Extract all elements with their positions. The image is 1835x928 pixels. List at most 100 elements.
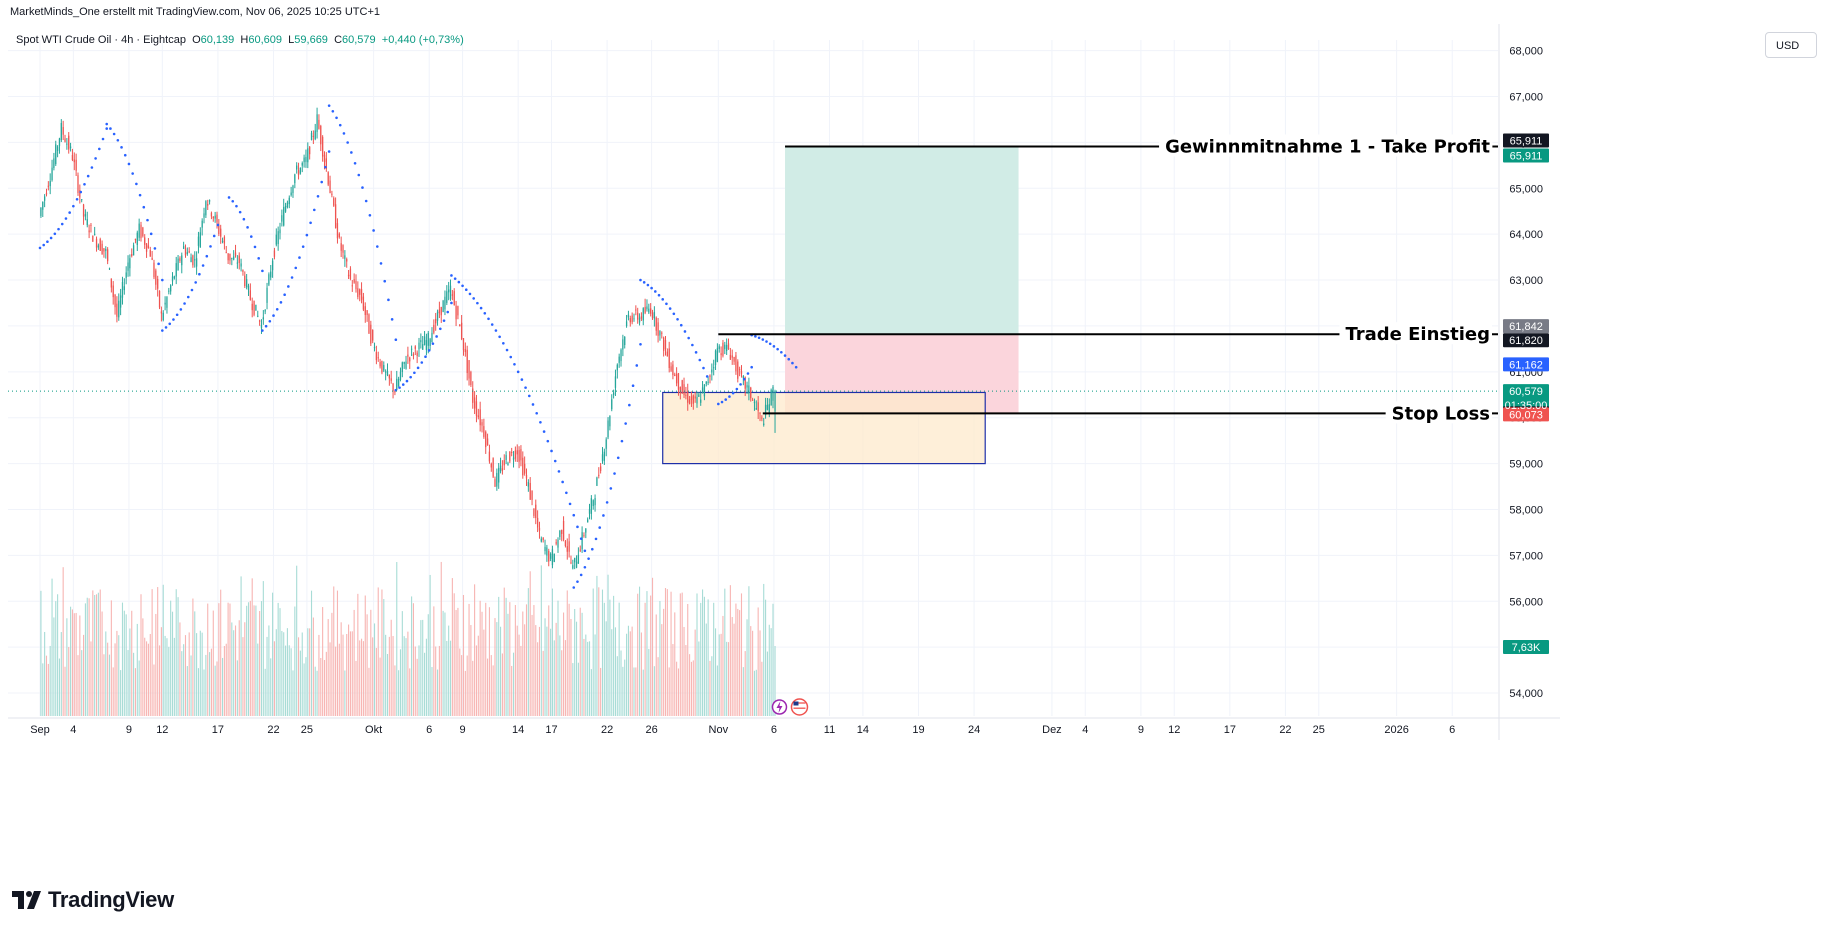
psar-dot [724, 398, 728, 401]
candle-body [486, 438, 489, 446]
volume-bar [225, 643, 227, 716]
candle-body [618, 356, 620, 363]
psar-dot [57, 227, 60, 231]
candle-body [423, 336, 426, 345]
time-tick-label: 9 [459, 724, 465, 736]
psar-dot [646, 283, 650, 287]
psar-dot [435, 335, 438, 338]
candle-body [160, 311, 163, 314]
candle-body [677, 373, 680, 390]
volume-bar [55, 601, 57, 716]
volume-bar [73, 613, 75, 716]
candle-body [698, 394, 700, 397]
candle-body [661, 332, 663, 334]
psar-dot [705, 375, 709, 378]
candle-body [709, 375, 711, 377]
volume-bar [349, 631, 351, 716]
candle-body [503, 460, 505, 466]
psar-dot [264, 324, 268, 328]
psar-dot [561, 480, 564, 484]
candle-body [444, 296, 446, 310]
candle-body [140, 224, 142, 239]
volume-bar [472, 660, 474, 716]
volume-bar [114, 643, 116, 716]
volume-bar [714, 628, 717, 716]
candle-body [171, 276, 174, 282]
candle-body [599, 466, 602, 471]
volume-bar [774, 646, 776, 716]
psar-dot [409, 375, 412, 379]
volume-bar [601, 589, 604, 716]
psar-dot [565, 491, 568, 495]
psar-dot [613, 472, 616, 475]
psar-dot [116, 138, 120, 142]
candle-body [713, 367, 715, 369]
volume-bar [101, 611, 103, 716]
candle-body [179, 258, 181, 261]
candle-body [168, 290, 170, 292]
volume-bar [568, 603, 570, 716]
candle-body [397, 378, 400, 387]
psar-dot [450, 301, 453, 305]
psar-dot [461, 284, 464, 288]
volume-bar [646, 591, 648, 716]
candle-body [427, 332, 429, 346]
candle-body [182, 246, 185, 249]
candle-body [379, 361, 381, 367]
time-tick-label: 4 [70, 724, 76, 736]
candle-body [51, 167, 53, 181]
candle-body [609, 416, 611, 427]
volume-bar [629, 631, 631, 716]
psar-dot [42, 243, 46, 247]
volume-bar [685, 645, 687, 716]
volume-bar [221, 657, 224, 716]
candle-body [472, 388, 474, 403]
psar-dot [453, 277, 457, 280]
candle-body [186, 252, 188, 254]
psar-dot [398, 386, 401, 389]
volume-bar [722, 615, 724, 716]
psar-dot [338, 123, 342, 127]
psar-dot [457, 280, 461, 284]
volume-bar [525, 604, 528, 716]
currency-selector[interactable]: USD [1765, 32, 1817, 58]
candle-body [86, 219, 88, 226]
symbol-legend[interactable]: Spot WTI Crude Oil · 4h · Eightcap O60,1… [16, 34, 464, 46]
candle-body [701, 387, 704, 393]
candle-body [392, 383, 394, 392]
candle-body [121, 282, 124, 298]
candle-body [412, 354, 415, 356]
entry-label-bg [1503, 333, 1549, 348]
psar-dot [665, 302, 668, 306]
volume-bar [739, 610, 741, 716]
volume-bar [190, 655, 192, 716]
volume-bar [533, 605, 535, 716]
candle-body [499, 465, 502, 472]
time-tick-label: 12 [1168, 724, 1180, 736]
volume-bar [279, 608, 281, 716]
candle-body [453, 291, 455, 306]
candle-body [342, 245, 344, 253]
psar-dot [579, 573, 583, 577]
tradingview-logo[interactable]: TradingView [12, 887, 174, 912]
candle-body [520, 449, 522, 461]
psar-dot [368, 214, 372, 217]
psar-dot [735, 387, 739, 391]
take-profit-text: Gewinnmitnahme 1 - Take Profit [1165, 136, 1490, 157]
volume-bar [524, 624, 526, 716]
volume-bar [368, 667, 370, 716]
volume-bar [663, 608, 665, 716]
volume-bar [440, 561, 442, 716]
candle-body [768, 404, 770, 415]
psar-dot [683, 330, 687, 333]
psar-dot [754, 335, 757, 338]
candle-body [575, 561, 578, 568]
candle-body [731, 355, 733, 358]
volume-bar [181, 651, 183, 716]
psar-dot [650, 286, 653, 290]
candle-body [118, 300, 120, 318]
volume-bar [603, 602, 605, 716]
price-axis: 54,00055,00056,00057,00058,00059,00060,0… [1503, 46, 1549, 700]
volume-bar [501, 653, 503, 716]
